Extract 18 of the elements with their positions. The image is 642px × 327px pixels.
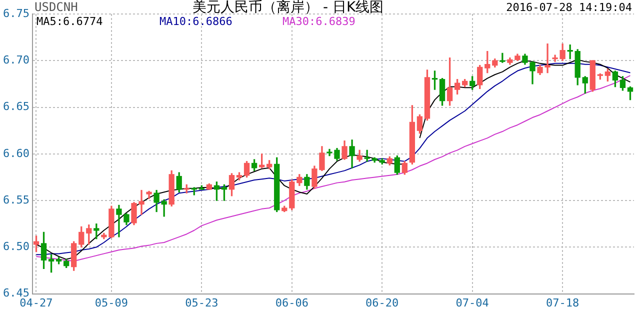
x-tick-label: 05-23 (185, 296, 218, 310)
chart-title: 美元人民币（离岸） - 日K线图 (192, 0, 384, 16)
y-tick-label: 6.65 (2, 100, 30, 114)
text: MA5:6.6774 (36, 14, 104, 28)
x-tick-label: 07-18 (546, 296, 580, 310)
y-tick-label: 6.55 (2, 193, 30, 206)
text: MA10:6.6866 (159, 14, 232, 28)
x-tick-label: 06-06 (275, 296, 308, 310)
text: MA30:6.6839 (282, 14, 356, 28)
chart-subtitle: USDCNH (34, 0, 78, 14)
y-tick-label: 6.60 (2, 146, 30, 160)
x-tick-label: 05-09 (94, 296, 128, 310)
y-tick-label: 6.75 (2, 6, 30, 20)
y-tick-label: 6.70 (2, 53, 30, 66)
y-tick-label: 6.50 (2, 240, 30, 254)
text: 2016-07-28 14:19:04 (506, 0, 632, 14)
x-tick-label: 06-20 (366, 296, 399, 310)
x-tick-label: 07-04 (456, 296, 490, 310)
